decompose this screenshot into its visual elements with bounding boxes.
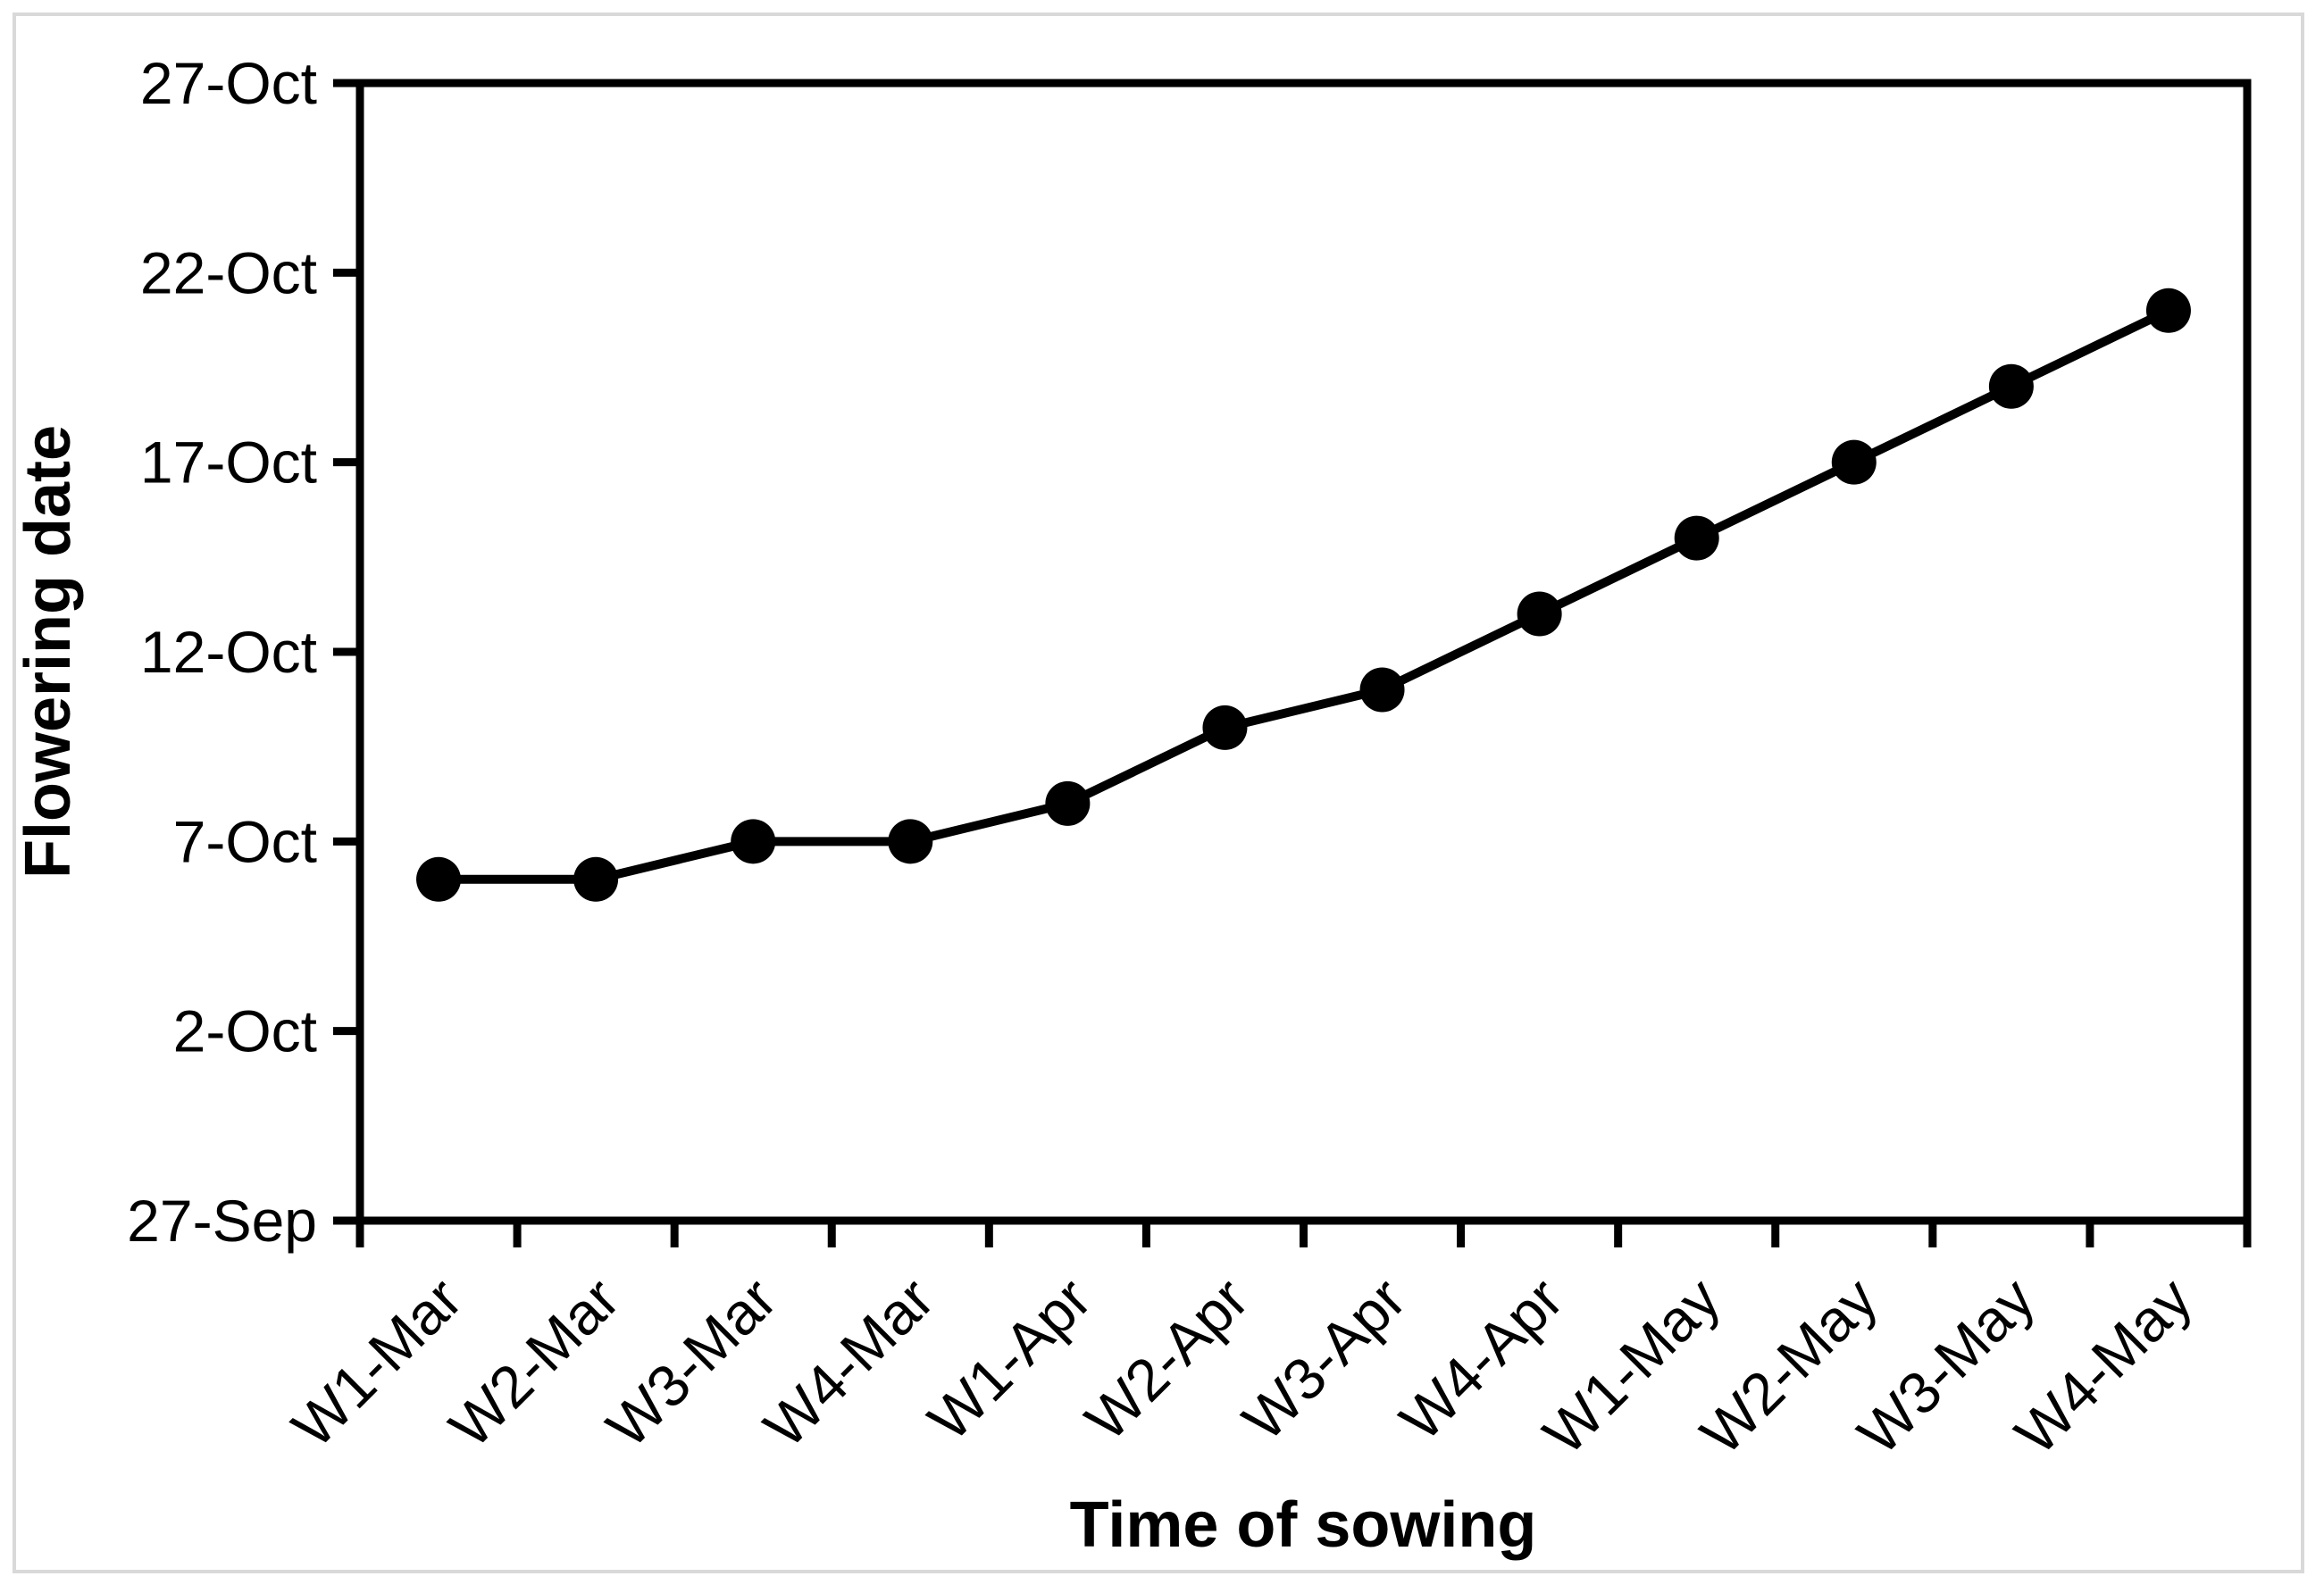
plot-border: [355, 79, 2252, 1225]
y-tick-label: 17-Oct: [140, 430, 317, 496]
y-tick-label: 27-Oct: [140, 50, 317, 116]
x-tick-label: W4-May: [2002, 1265, 2204, 1467]
data-point: [573, 856, 619, 902]
data-point: [416, 856, 462, 902]
plot-area: 27-Oct 22-Oct 17-Oct 12-Oct 7-Oct 2-Oct 27-Sep…: [127, 50, 2252, 1467]
data-point: [1988, 363, 2034, 409]
x-tick-label: W1-Apr: [915, 1265, 1103, 1453]
x-tick-label: W3-Apr: [1230, 1265, 1417, 1453]
x-tick-label: W4-Mar: [751, 1265, 946, 1460]
x-axis-title: Time of sowing: [1070, 1489, 1537, 1561]
data-point: [1202, 705, 1248, 750]
x-tick-label: W1-May: [1531, 1265, 1733, 1467]
x-tick-label: W2-Apr: [1073, 1265, 1260, 1453]
y-axis-title: Flowering date: [13, 425, 84, 879]
data-point: [888, 819, 933, 864]
x-tick-label: W3-May: [1845, 1265, 2047, 1467]
data-point: [1674, 515, 1719, 561]
data-point: [731, 819, 776, 864]
data-point: [2145, 288, 2191, 333]
data-point: [1517, 591, 1562, 637]
data-point: [1359, 667, 1405, 713]
y-tick-label: 27-Sep: [127, 1188, 317, 1254]
x-tick-label: W2-Mar: [437, 1265, 631, 1460]
y-tick-label: 7-Oct: [173, 808, 317, 874]
figure-frame: [13, 13, 2304, 1573]
y-tick-label: 2-Oct: [173, 998, 317, 1064]
y-tick-label: 12-Oct: [140, 619, 317, 685]
x-tick-label: W3-Mar: [594, 1265, 789, 1460]
data-line: [439, 306, 2171, 884]
x-tick-label: W1-Mar: [280, 1265, 474, 1460]
data-point: [1045, 780, 1091, 826]
y-tick-label: 22-Oct: [140, 239, 317, 305]
data-point: [1831, 439, 1877, 485]
x-tick-label: W2-May: [1688, 1265, 1890, 1467]
